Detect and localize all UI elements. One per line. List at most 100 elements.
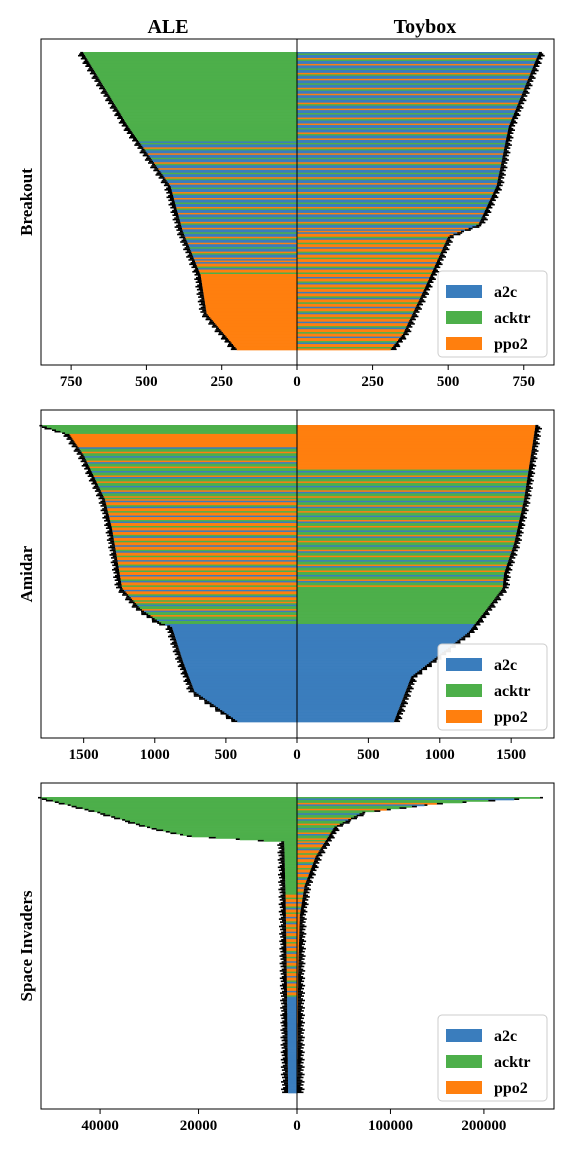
toybox-bar xyxy=(297,127,509,130)
toybox-bar xyxy=(297,239,447,242)
ale-bar xyxy=(285,891,297,894)
ale-bar xyxy=(193,689,297,692)
ale-bar xyxy=(285,888,297,891)
x-tick-label: 200000 xyxy=(461,1118,506,1134)
ale-bar xyxy=(104,497,298,500)
ale-bar xyxy=(113,534,297,537)
toybox-bar xyxy=(297,496,525,499)
ale-bar xyxy=(132,132,297,135)
toybox-bar xyxy=(297,979,299,981)
toybox-bar xyxy=(297,947,299,950)
toybox-bar xyxy=(297,826,335,829)
ale-bar xyxy=(211,702,297,705)
ale-bar xyxy=(287,992,297,995)
toybox-bar xyxy=(297,678,411,681)
toybox-bar xyxy=(297,992,299,995)
toybox-bar xyxy=(297,865,313,867)
ale-bar xyxy=(285,909,297,912)
ale-bar xyxy=(284,848,297,851)
ale-bar xyxy=(287,1004,297,1007)
toybox-bar xyxy=(297,308,415,311)
ale-bar xyxy=(124,119,297,121)
ale-bar xyxy=(176,641,297,644)
toybox-bar xyxy=(297,868,312,870)
ale-bar xyxy=(106,503,297,506)
ale-bar xyxy=(116,557,297,559)
ale-bar xyxy=(181,226,297,229)
toybox-bar xyxy=(297,245,444,248)
toybox-bar xyxy=(297,323,408,326)
ale-bar xyxy=(286,962,297,965)
toybox-bar xyxy=(297,87,525,90)
ale-bar xyxy=(217,326,297,328)
ale-bar xyxy=(121,114,297,117)
toybox-bar xyxy=(297,631,469,634)
toybox-bar xyxy=(297,579,504,582)
toybox-bar xyxy=(297,534,516,537)
ale-bar xyxy=(286,959,297,962)
ale-bar xyxy=(187,671,297,674)
ale-bar xyxy=(188,244,297,247)
ale-bar xyxy=(288,1079,297,1082)
toybox-bar xyxy=(297,653,441,656)
ale-bar xyxy=(179,649,297,652)
legend-label-ppo2: ppo2 xyxy=(494,1080,528,1097)
toybox-bar xyxy=(297,853,318,856)
toybox-bar xyxy=(297,309,415,312)
toybox-bar xyxy=(297,96,521,99)
ale-bar xyxy=(184,664,297,666)
ale-bar xyxy=(171,187,297,190)
ale-bar xyxy=(235,719,297,721)
ale-bar xyxy=(286,958,297,961)
ale-bar xyxy=(287,1076,297,1079)
ale-bar xyxy=(202,285,297,288)
toybox-bar xyxy=(297,338,400,340)
toybox-bar xyxy=(297,699,403,702)
toybox-bar xyxy=(297,652,443,655)
ale-bar xyxy=(137,604,297,607)
ale-bar xyxy=(58,801,298,804)
ale-bar xyxy=(286,925,297,928)
ale-bar xyxy=(286,956,297,959)
ale-bar xyxy=(96,481,297,484)
panel-breakout: 750 500 250 0 250 500 750 Breakout a2c acktr ppo2 xyxy=(17,38,555,390)
legend-swatch-a2c xyxy=(446,1029,482,1042)
toybox-bar xyxy=(297,906,302,909)
ale-bar xyxy=(91,65,297,68)
ale-bar xyxy=(86,460,297,463)
toybox-bar xyxy=(297,530,517,533)
toybox-bar xyxy=(297,603,491,606)
ale-bar xyxy=(131,130,297,133)
ale-bar xyxy=(115,105,297,108)
toybox-bar xyxy=(297,318,410,321)
ale-bar xyxy=(286,987,297,990)
toybox-bar xyxy=(297,114,514,117)
ale-bar xyxy=(101,491,297,494)
ale-bar xyxy=(199,272,297,275)
toybox-bar xyxy=(297,271,433,273)
ale-bar xyxy=(287,996,297,999)
ale-bar xyxy=(287,1005,297,1008)
toybox-bar xyxy=(297,872,310,875)
ale-bar xyxy=(124,589,298,592)
toybox-bar xyxy=(297,831,332,833)
x-tick-label: 1000 xyxy=(140,747,170,763)
ale-bar xyxy=(152,160,297,163)
ale-bar xyxy=(119,573,297,576)
toybox-bar xyxy=(297,348,391,351)
ale-bar xyxy=(94,69,297,72)
toybox-bar xyxy=(297,345,394,348)
toybox-bar xyxy=(297,922,300,925)
toybox-bar xyxy=(297,554,511,557)
toybox-bar xyxy=(297,117,513,120)
ale-bar xyxy=(173,629,297,632)
ale-bar xyxy=(163,829,297,832)
toybox-bar xyxy=(297,263,436,266)
ale-bar xyxy=(166,180,297,182)
toybox-bar xyxy=(297,159,502,162)
ale-bar xyxy=(285,915,297,918)
ale-bar xyxy=(204,299,297,302)
ale-bar xyxy=(168,183,297,185)
toybox-bar xyxy=(297,567,506,570)
ale-bar xyxy=(111,524,297,527)
